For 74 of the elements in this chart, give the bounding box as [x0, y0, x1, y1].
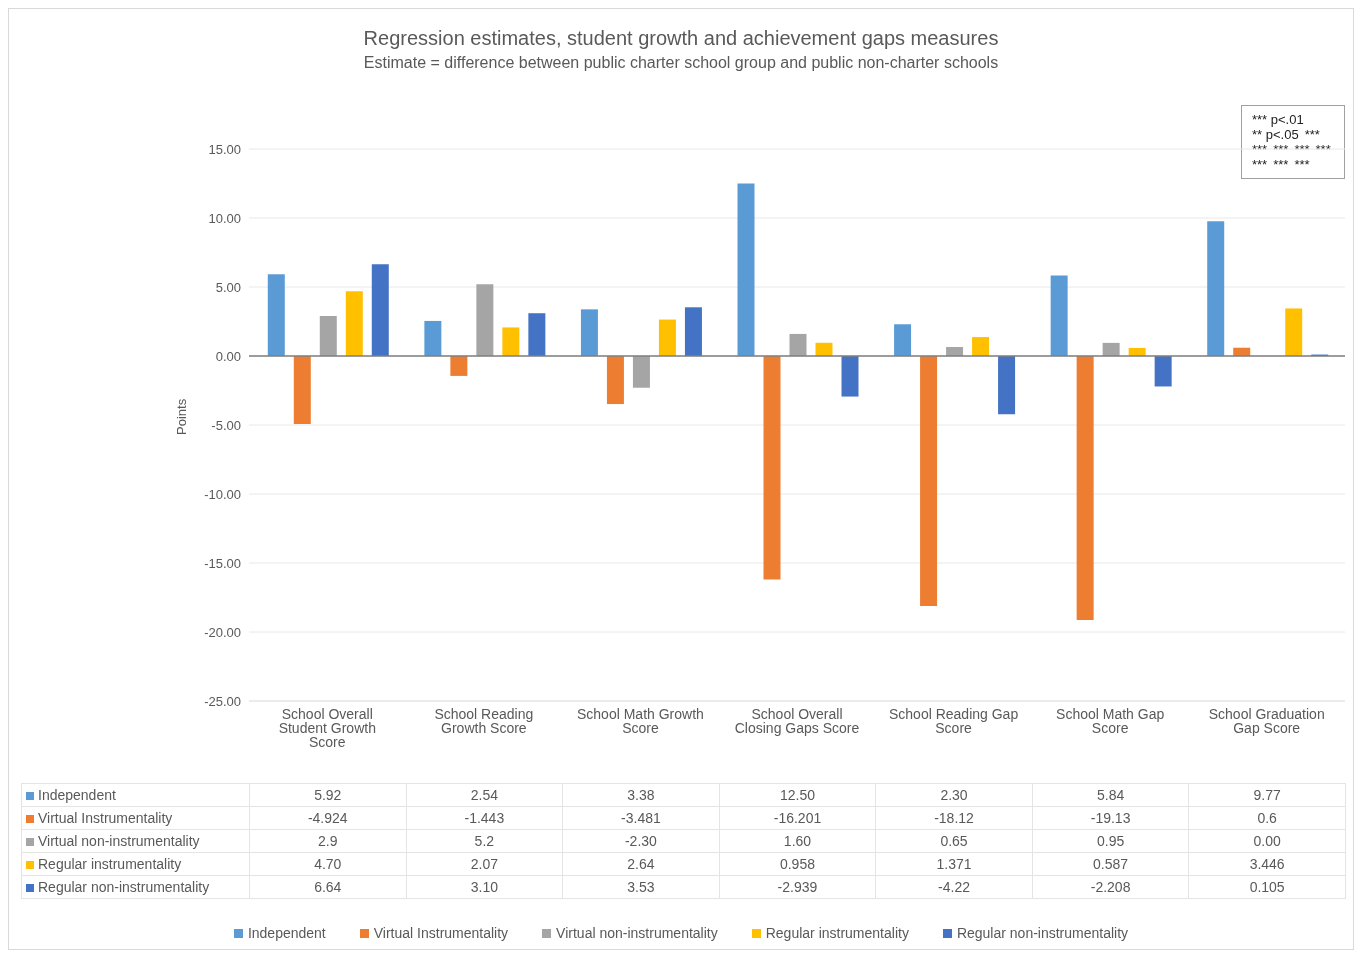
legend-label: Virtual Instrumentality [21, 806, 250, 830]
y-tick-label: -5.00 [211, 417, 241, 433]
legend-label: Regular instrumentality [21, 852, 250, 876]
annotation: *** [1294, 142, 1310, 157]
text: *** p<.01 [1252, 112, 1304, 127]
data-label: 0.00 [1188, 829, 1346, 853]
data-label: 0.587 [1032, 852, 1189, 876]
data-label: 2.54 [406, 783, 563, 807]
y-tick-label: -10.00 [204, 486, 241, 502]
data-label: -2.939 [719, 875, 876, 899]
chart-subtitle: Estimate = difference between public charter school group and public non-charter schools [362, 54, 1000, 72]
data-label: 1.60 [719, 829, 876, 853]
x-tick-label: School Math Growth Score [577, 705, 704, 736]
y-tick-label: 15.00 [208, 141, 241, 157]
data-label: 0.958 [719, 852, 876, 876]
data-label: 5.84 [1032, 783, 1189, 807]
text: *** [1304, 127, 1320, 142]
legend-label: Regular non-instrumentality [21, 875, 250, 899]
annotation: *** [1273, 157, 1289, 172]
data-label: 5.2 [406, 829, 563, 853]
data-label: -16.201 [719, 806, 876, 830]
data-label: 6.64 [249, 875, 407, 899]
y-tick-label: -20.00 [204, 624, 241, 640]
text: Regular instrumentality [765, 925, 909, 941]
text: Independent [247, 925, 326, 941]
data-label: 0.6 [1188, 806, 1346, 830]
annotation: *** [1252, 157, 1268, 172]
data-label: 12.50 [719, 783, 876, 807]
y-tick-label: 10.00 [208, 210, 241, 226]
data-label: 0.95 [1032, 829, 1189, 853]
data-label: 3.38 [562, 783, 720, 807]
text: Virtual Instrumentality [373, 925, 509, 941]
data-label: 3.53 [562, 875, 720, 899]
legend-label: Independent [21, 783, 250, 807]
data-label: 3.446 [1188, 852, 1346, 876]
data-label: -4.924 [249, 806, 407, 830]
data-label: -2.208 [1032, 875, 1189, 899]
data-label: 2.30 [875, 783, 1033, 807]
x-tick-label: School Math Gap Score [1056, 705, 1165, 736]
y-tick-label: 5.00 [215, 279, 241, 295]
data-label: 5.92 [249, 783, 407, 807]
data-label: -1.443 [406, 806, 563, 830]
annotation: *** [1294, 157, 1310, 172]
y-tick-label: 0.00 [215, 348, 241, 364]
data-label: 0.105 [1188, 875, 1346, 899]
x-tick-label: School Reading Growth Score [434, 705, 534, 736]
x-tick-label: School Reading Gap Score [888, 705, 1019, 736]
legend-label: Virtual non-instrumentality [21, 829, 250, 853]
data-label: 2.9 [249, 829, 407, 853]
x-tick-label: School Graduation Gap Score [1208, 705, 1325, 736]
data-label: -19.13 [1032, 806, 1189, 830]
text: ** p<.05 [1252, 127, 1299, 142]
data-label: 2.07 [406, 852, 563, 876]
y-axis-title: Points [173, 398, 189, 435]
data-label: -2.30 [562, 829, 720, 853]
data-label: 1.371 [875, 852, 1033, 876]
data-label: -18.12 [875, 806, 1033, 830]
y-tick-label: -15.00 [204, 555, 241, 571]
data-label: 0.65 [875, 829, 1033, 853]
data-label: 9.77 [1188, 783, 1346, 807]
text: Virtual non-instrumentality [556, 925, 718, 941]
x-tick-label: School Overall Student Growth Score [278, 705, 376, 750]
annotation: *** [1315, 142, 1331, 157]
data-label: 4.70 [249, 852, 407, 876]
text: Regular non-instrumentality [956, 925, 1129, 941]
annotation: *** [1273, 142, 1289, 157]
chart-title: Regression estimates, student growth and achievement gaps measures [362, 27, 1000, 50]
data-label: -3.481 [562, 806, 720, 830]
data-label: 3.10 [406, 875, 563, 899]
data-label: -4.22 [875, 875, 1033, 899]
annotation: *** [1252, 142, 1268, 157]
x-tick-label: School Overall Closing Gaps Score [734, 705, 860, 736]
data-label: 2.64 [562, 852, 720, 876]
y-tick-label: -25.00 [204, 693, 241, 709]
